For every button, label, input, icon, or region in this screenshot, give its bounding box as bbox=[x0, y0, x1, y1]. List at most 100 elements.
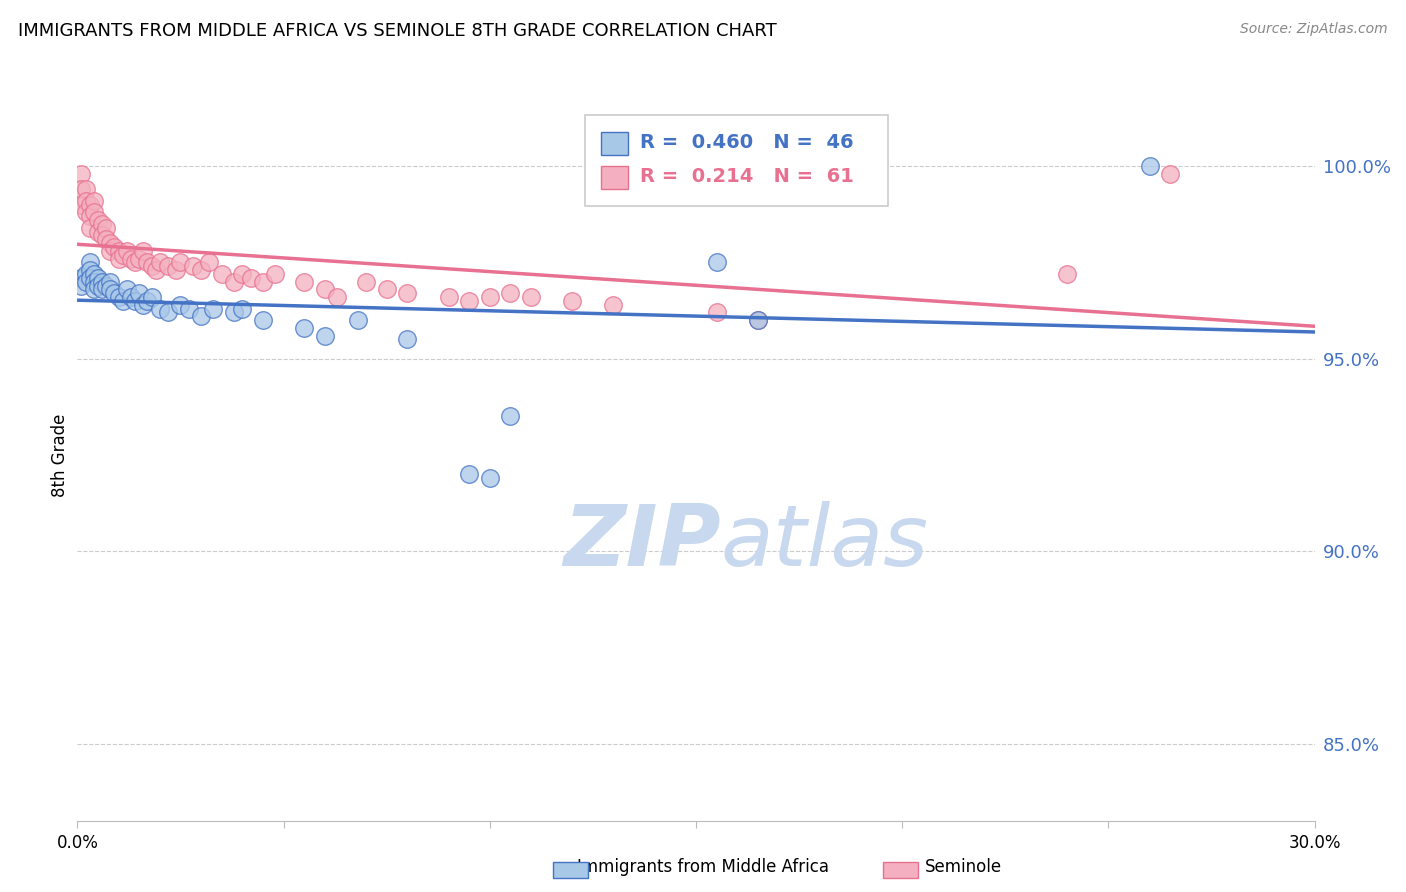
Point bbox=[190, 310, 212, 324]
Point bbox=[1139, 159, 1161, 173]
Point bbox=[87, 270, 110, 285]
Y-axis label: 8th Grade: 8th Grade bbox=[51, 413, 69, 497]
Point bbox=[75, 205, 97, 219]
Point bbox=[396, 286, 419, 301]
Point bbox=[111, 293, 134, 308]
Point bbox=[314, 328, 336, 343]
Point bbox=[190, 263, 212, 277]
Point bbox=[75, 267, 97, 281]
Point bbox=[202, 301, 225, 316]
Text: Immigrants from Middle Africa: Immigrants from Middle Africa bbox=[576, 858, 830, 876]
Point bbox=[136, 293, 159, 308]
Point bbox=[79, 197, 101, 211]
Point bbox=[458, 293, 481, 308]
Point bbox=[222, 305, 245, 319]
Text: Source: ZipAtlas.com: Source: ZipAtlas.com bbox=[1240, 22, 1388, 37]
Point bbox=[79, 263, 101, 277]
Text: IMMIGRANTS FROM MIDDLE AFRICA VS SEMINOLE 8TH GRADE CORRELATION CHART: IMMIGRANTS FROM MIDDLE AFRICA VS SEMINOL… bbox=[18, 22, 778, 40]
Point bbox=[499, 409, 522, 424]
Point bbox=[292, 275, 315, 289]
Point bbox=[136, 255, 159, 269]
Point bbox=[478, 290, 501, 304]
Point bbox=[602, 298, 624, 312]
Point bbox=[145, 263, 167, 277]
Point bbox=[107, 252, 129, 266]
FancyBboxPatch shape bbox=[600, 166, 628, 189]
Point bbox=[326, 290, 349, 304]
Point bbox=[79, 209, 101, 223]
Point bbox=[157, 305, 180, 319]
Point bbox=[96, 220, 118, 235]
Point bbox=[198, 255, 221, 269]
Point bbox=[70, 197, 93, 211]
Point bbox=[128, 252, 150, 266]
Point bbox=[1056, 267, 1078, 281]
Point bbox=[157, 260, 180, 274]
Point bbox=[91, 217, 114, 231]
Text: 0.0%: 0.0% bbox=[56, 834, 98, 852]
Point bbox=[91, 228, 114, 243]
Point bbox=[181, 260, 204, 274]
Point bbox=[314, 282, 336, 296]
Text: ZIP: ZIP bbox=[562, 501, 721, 584]
Point bbox=[107, 244, 129, 258]
Point bbox=[141, 260, 163, 274]
Point bbox=[132, 298, 155, 312]
Point bbox=[120, 290, 142, 304]
Point bbox=[124, 293, 146, 308]
Point bbox=[239, 270, 262, 285]
Point bbox=[211, 267, 233, 281]
FancyBboxPatch shape bbox=[585, 115, 887, 206]
Point bbox=[79, 220, 101, 235]
Point bbox=[87, 213, 110, 227]
Point bbox=[478, 471, 501, 485]
Point bbox=[458, 467, 481, 482]
Text: R =  0.214   N =  61: R = 0.214 N = 61 bbox=[640, 168, 855, 186]
Point bbox=[169, 298, 191, 312]
Point bbox=[252, 313, 274, 327]
Point bbox=[141, 290, 163, 304]
Point bbox=[98, 236, 121, 251]
Point bbox=[354, 275, 377, 289]
Point bbox=[437, 290, 460, 304]
Point bbox=[252, 275, 274, 289]
Text: Seminole: Seminole bbox=[925, 858, 1001, 876]
Point bbox=[169, 255, 191, 269]
Point bbox=[520, 290, 543, 304]
Point bbox=[222, 275, 245, 289]
Point bbox=[91, 275, 114, 289]
Point bbox=[83, 194, 105, 208]
Point bbox=[231, 267, 253, 281]
Point bbox=[70, 278, 93, 293]
Point bbox=[120, 252, 142, 266]
Point bbox=[165, 263, 187, 277]
Point bbox=[346, 313, 368, 327]
Point bbox=[75, 275, 97, 289]
Point bbox=[98, 244, 121, 258]
Point bbox=[87, 225, 110, 239]
Point bbox=[499, 286, 522, 301]
Point bbox=[124, 255, 146, 269]
Point bbox=[264, 267, 287, 281]
Point bbox=[75, 194, 97, 208]
FancyBboxPatch shape bbox=[600, 132, 628, 155]
Point bbox=[83, 267, 105, 281]
Point bbox=[75, 182, 97, 196]
Point bbox=[115, 282, 138, 296]
Point bbox=[149, 301, 172, 316]
Point bbox=[177, 301, 200, 316]
Text: 30.0%: 30.0% bbox=[1288, 834, 1341, 852]
Point bbox=[91, 282, 114, 296]
Point bbox=[70, 167, 93, 181]
Point bbox=[83, 205, 105, 219]
Point bbox=[561, 293, 583, 308]
Point bbox=[149, 255, 172, 269]
Point bbox=[132, 244, 155, 258]
Point bbox=[83, 275, 105, 289]
Point bbox=[107, 290, 129, 304]
Point bbox=[1159, 167, 1181, 181]
Point bbox=[96, 232, 118, 246]
Point bbox=[79, 270, 101, 285]
Point bbox=[231, 301, 253, 316]
Point bbox=[128, 286, 150, 301]
